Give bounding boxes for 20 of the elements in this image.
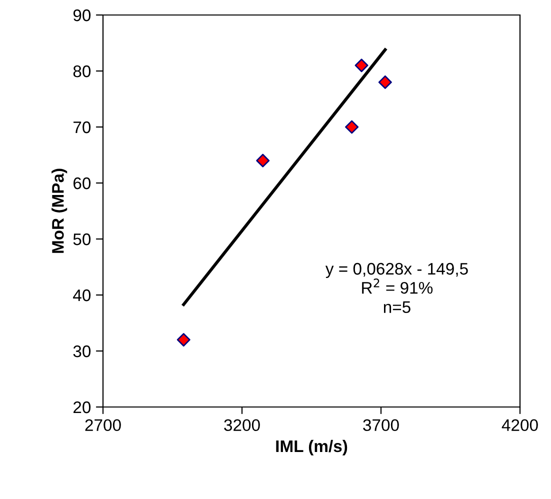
point [345,120,359,134]
point [176,333,190,347]
y-tick-label: 20 [73,401,91,414]
annotation: y = 0,0628x - 149,5 R$^{2}$ = 91% n=5 [325,262,468,314]
x-tick-label: 3200 [224,419,260,432]
y-tick-label: 70 [74,121,91,134]
point [378,75,392,89]
x-tick-label: 4200 [502,419,538,432]
x-tick-label: 3700 [363,419,399,432]
y-tick-label: 40 [73,289,91,302]
y-tick-label: 90 [73,9,91,22]
y-axis-title: MoR (MPa) [52,168,68,253]
y-tick-label: 60 [74,177,91,190]
x-axis-title: IML (m/s) [276,440,348,456]
point [256,154,270,168]
y-tick-label: 80 [73,65,91,78]
y-tick-label: 50 [73,233,91,246]
x-tick-label: 2700 [85,419,121,432]
point [354,58,368,72]
y-tick-label: 30 [73,345,91,358]
